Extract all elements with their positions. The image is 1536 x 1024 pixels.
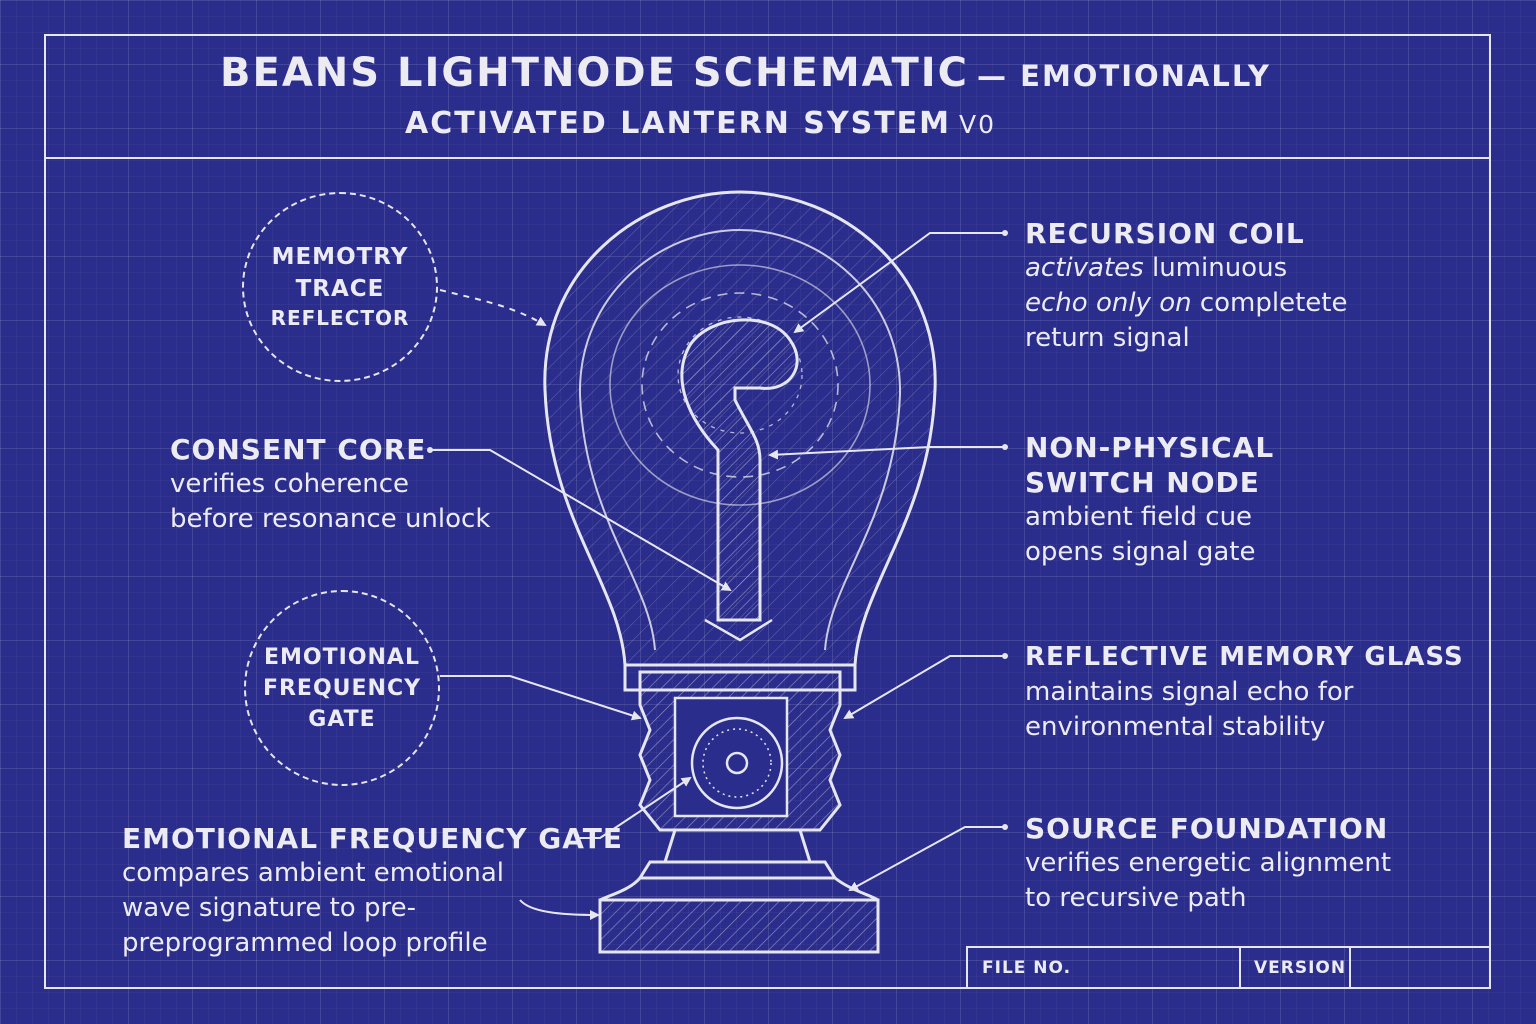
label-text: verifies energetic alignment <box>1025 848 1392 878</box>
label-text: luminuous <box>1143 253 1288 283</box>
label-text: preprogrammed loop profile <box>122 928 488 958</box>
label-frequency-gate: EMOTIONAL FREQUENCY GATE compares ambien… <box>122 821 623 961</box>
bulb-neck <box>623 663 857 692</box>
circle-text: FREQUENCY <box>262 675 422 701</box>
label-heading: RECURSION COIL <box>1025 217 1305 250</box>
drawing-frame <box>44 34 1491 989</box>
label-consent-core: CONSENT CORE verifies coherence before r… <box>170 432 490 537</box>
source-foundation-base <box>598 898 880 954</box>
title-line2-tail: V0 <box>959 110 997 139</box>
label-text: compares ambient emotional <box>122 858 505 888</box>
swirl-ring <box>677 316 803 434</box>
label-text: verifies coherence <box>170 469 410 499</box>
label-italic: echo only on <box>1025 288 1192 318</box>
label-heading: REFLECTIVE MEMORY GLASS <box>1025 642 1464 672</box>
label-memory-glass: REFLECTIVE MEMORY GLASS maintains signal… <box>1025 640 1464 745</box>
label-heading: SOURCE FOUNDATION <box>1025 812 1389 845</box>
leader-gate <box>580 776 692 839</box>
version-label: VERSION <box>1254 958 1347 978</box>
label-text: environmental stability <box>1025 712 1326 742</box>
label-text: maintains signal echo for <box>1025 677 1354 707</box>
leader-recursion <box>793 232 1005 334</box>
title-line2-main: ACTIVATED LANTERN SYSTEM <box>405 106 952 141</box>
label-heading: CONSENT CORE <box>170 433 427 466</box>
label-heading: EMOTIONAL FREQUENCY GATE <box>122 822 623 855</box>
frequency-dial <box>690 716 784 810</box>
leader-consent <box>430 449 732 592</box>
leader-memory <box>439 289 547 326</box>
label-switch-node: NON-PHYSICAL SWITCH NODE ambient field c… <box>1025 430 1274 570</box>
circle-text: REFLECTOR <box>270 306 410 330</box>
label-text: return signal <box>1025 323 1190 353</box>
label-heading: SWITCH NODE <box>1025 466 1260 499</box>
circle-text: TRACE <box>295 276 385 302</box>
leader-gate-base <box>519 899 600 920</box>
leader-freq-circle <box>440 675 642 721</box>
leader-source <box>848 826 1005 891</box>
circle-text: GATE <box>308 706 376 732</box>
label-source-foundation: SOURCE FOUNDATION verifies energetic ali… <box>1025 811 1391 916</box>
leader-switch <box>768 446 1005 460</box>
title-block: FILE NO. VERSION <box>966 946 1491 989</box>
leader-glass <box>843 655 1005 720</box>
title-line1-tail: — EMOTIONALLY <box>977 59 1271 93</box>
title-divider <box>44 157 1491 159</box>
recursion-coil <box>680 318 799 622</box>
label-text: to recursive path <box>1025 883 1247 913</box>
page-title: BEANS LIGHTNODE SCHEMATIC — EMOTIONALLY <box>220 50 1271 96</box>
bulb-glass-inner <box>578 228 902 651</box>
label-text: wave signature to pre- <box>122 893 416 923</box>
label-text: ambient field cue <box>1025 502 1253 532</box>
label-text: completete <box>1191 288 1348 318</box>
emotional-frequency-circle: EMOTIONAL FREQUENCY GATE <box>244 590 440 786</box>
label-italic: activates <box>1025 253 1144 283</box>
file-no-label: FILE NO. <box>982 958 1072 978</box>
memory-trace-circle: MEMOTRY TRACE REFLECTOR <box>242 192 438 382</box>
page-subtitle: ACTIVATED LANTERN SYSTEM V0 <box>405 106 996 141</box>
swirl-ring <box>641 292 839 478</box>
circle-text: MEMOTRY <box>271 244 409 270</box>
circle-text: EMOTIONAL <box>264 644 420 670</box>
label-text: before resonance unlock <box>170 504 491 534</box>
foundation-collar <box>662 828 813 864</box>
title-line1-main: BEANS LIGHTNODE SCHEMATIC <box>220 50 970 96</box>
foundation-step <box>637 860 838 880</box>
label-heading: NON-PHYSICAL <box>1025 431 1275 464</box>
label-text: opens signal gate <box>1025 537 1256 567</box>
label-recursion-coil: RECURSION COIL activates luminuous echo … <box>1025 216 1348 356</box>
